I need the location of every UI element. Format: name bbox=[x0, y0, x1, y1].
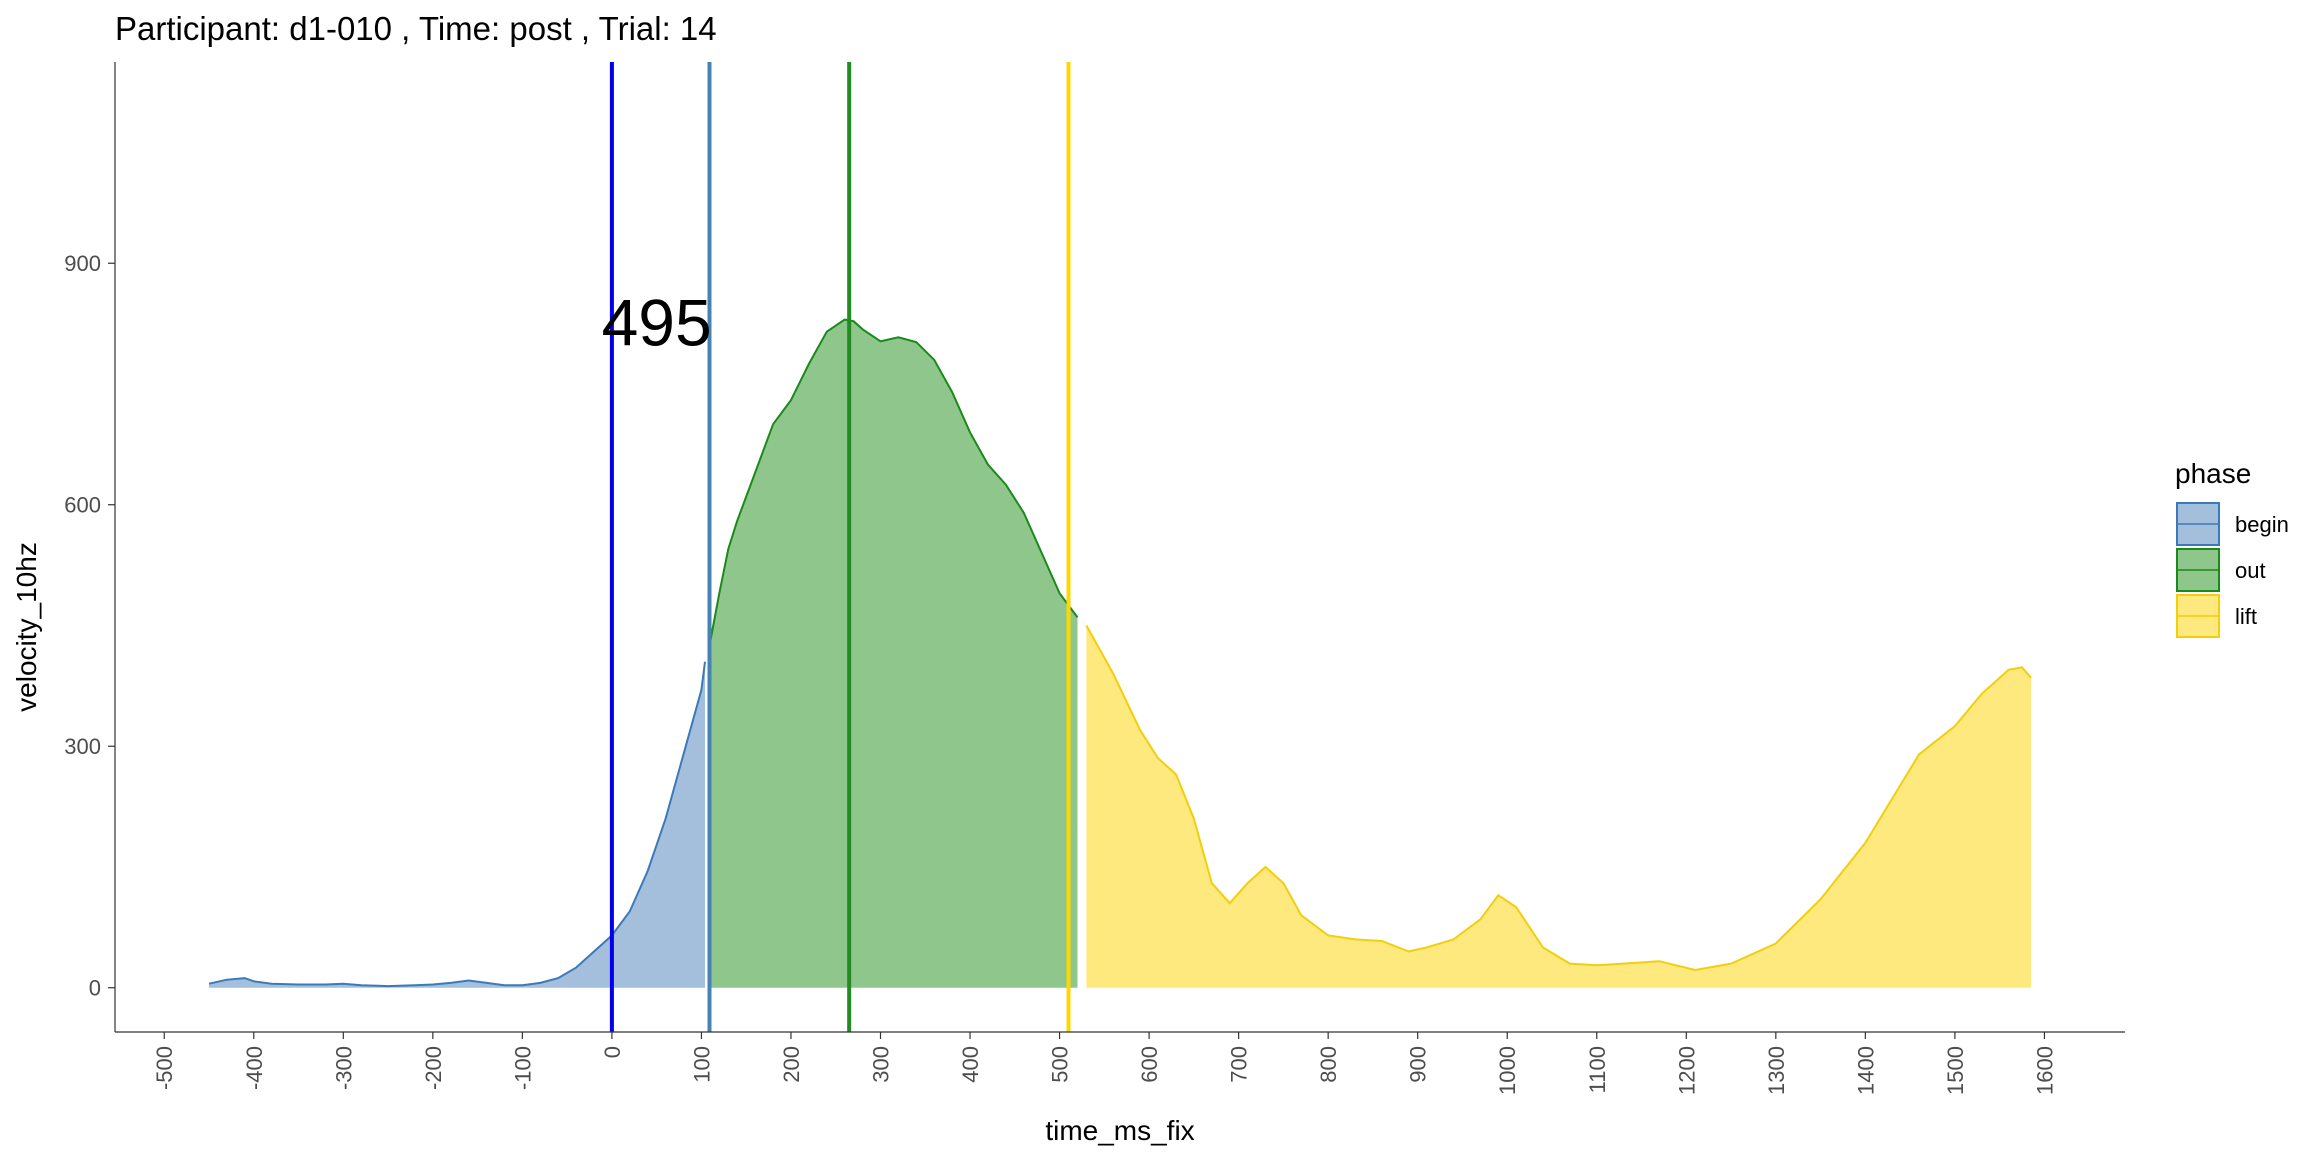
x-tick-label: 200 bbox=[779, 1046, 804, 1083]
line-lift bbox=[1085, 625, 2032, 972]
y-axis-title: velocity_10hz bbox=[11, 542, 42, 712]
x-tick-label: 100 bbox=[689, 1046, 714, 1083]
x-tick-label: 1300 bbox=[1764, 1046, 1789, 1095]
x-tick-label: 1200 bbox=[1674, 1046, 1699, 1095]
x-tick-label: 1100 bbox=[1585, 1046, 1610, 1093]
x-tick-label: 500 bbox=[1048, 1046, 1073, 1083]
x-tick-label: 600 bbox=[1137, 1046, 1162, 1083]
x-tick-label: 1600 bbox=[2032, 1046, 2057, 1095]
line-out bbox=[708, 318, 1079, 646]
x-tick-label: 1000 bbox=[1495, 1046, 1520, 1095]
legend-label-out: out bbox=[2235, 558, 2266, 583]
x-axis-title: time_ms_fix bbox=[1045, 1115, 1194, 1146]
y-tick-label: 900 bbox=[64, 251, 101, 276]
legend-title: phase bbox=[2175, 458, 2251, 489]
x-tick-label: 1500 bbox=[1943, 1046, 1968, 1095]
x-tick-label: 400 bbox=[958, 1046, 983, 1083]
x-tick-label: 1400 bbox=[1853, 1046, 1878, 1095]
x-tick-label: -400 bbox=[242, 1046, 267, 1090]
area-out bbox=[709, 319, 1078, 988]
x-tick-label: -500 bbox=[152, 1046, 177, 1090]
x-tick-label: -100 bbox=[510, 1046, 535, 1090]
y-tick-label: 600 bbox=[64, 493, 101, 518]
chart-title: Participant: d1-010 , Time: post , Trial… bbox=[115, 10, 717, 47]
x-tick-label: 800 bbox=[1316, 1046, 1341, 1083]
x-tick-label: 900 bbox=[1406, 1046, 1431, 1083]
annotation-label: 495 bbox=[602, 286, 712, 360]
legend-label-lift: lift bbox=[2235, 604, 2257, 629]
legend-label-begin: begin bbox=[2235, 512, 2289, 537]
x-tick-label: 700 bbox=[1227, 1046, 1252, 1083]
x-tick-label: 300 bbox=[869, 1046, 894, 1083]
y-tick-label: 0 bbox=[89, 976, 101, 1001]
area-begin bbox=[209, 661, 706, 988]
x-tick-label: -300 bbox=[331, 1046, 356, 1090]
line-begin bbox=[208, 661, 706, 988]
area-lift bbox=[1086, 625, 2031, 988]
y-tick-label: 300 bbox=[64, 734, 101, 759]
x-tick-label: -200 bbox=[421, 1046, 446, 1090]
x-tick-label: 0 bbox=[600, 1046, 625, 1058]
